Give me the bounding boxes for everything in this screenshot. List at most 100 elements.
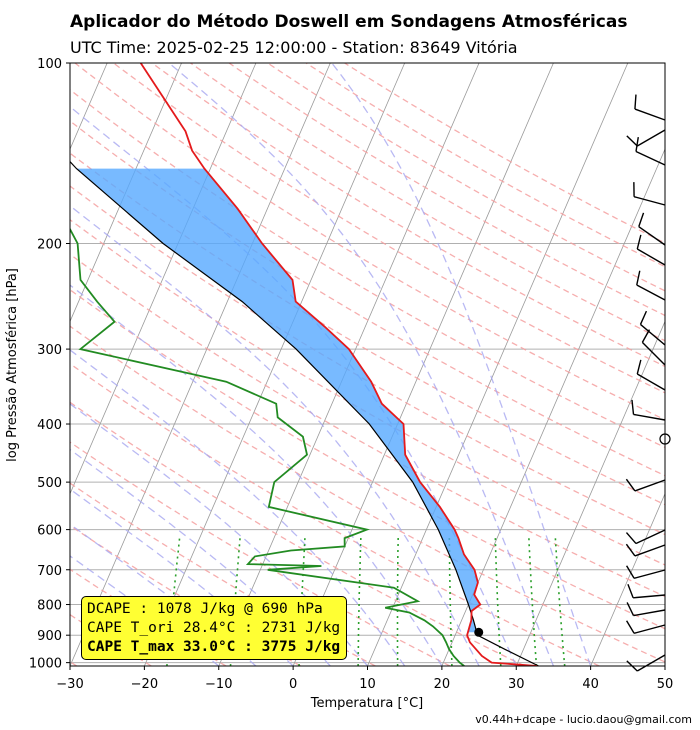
wind-barb-flag [636,234,642,250]
wind-barb [633,182,666,206]
wind-barb-flag [635,136,639,152]
dry-adiabat-line [70,482,376,666]
isotherm-line [70,63,331,666]
y-tick-label: 1000 [29,657,62,672]
wind-barb-shaft [633,196,666,206]
y-axis-label: log Pressão Atmosférica [hPa] [5,268,20,462]
wind-barb-flag [641,329,651,343]
wind-barb-shaft [636,248,666,266]
y-tick-label: 600 [37,524,62,539]
x-tick-label: −10 [205,677,232,692]
mixing-ratio-line [448,535,453,666]
wind-barb-shaft [633,413,666,421]
x-tick-label: 40 [582,677,599,692]
y-tick-label: 900 [37,629,62,644]
dcape-line: DCAPE : 1078 J/kg @ 690 hPa [87,601,323,617]
isotherm-line [590,492,665,666]
wind-barb-flag [634,94,637,110]
chart-subtitle: UTC Time: 2025-02-25 12:00:00 - Station:… [70,38,518,57]
isotherm-line [515,320,665,666]
x-tick-label: 0 [289,677,297,692]
wind-barb [631,399,666,421]
wind-barb-flag [626,565,635,579]
x-axis-label: Temperatura [°C] [310,696,423,711]
x-tick-label: −20 [131,677,158,692]
cape-info-box: DCAPE : 1078 J/kg @ 690 hPa CAPE T_ori 2… [81,596,347,660]
wind-barb [626,565,666,579]
moist-adiabat-line [330,63,592,666]
wind-barb-shaft [636,373,666,391]
dry-adiabat-line [74,63,665,421]
wind-barb-flag [633,182,635,197]
mixing-ratio-line [357,535,362,666]
wind-barb-flag [638,212,645,227]
dry-adiabat-line [70,325,665,663]
wind-barb-shaft [636,284,666,301]
moist-adiabat-line [70,349,406,666]
wind-barb [639,310,666,346]
wind-barb-flag [625,532,637,544]
dry-adiabat-line [70,185,665,536]
mixing-ratio-line [554,535,566,666]
dry-adiabat-line [70,120,665,477]
wind-barb [638,212,666,246]
moist-adiabat-line [70,488,294,666]
wind-barb-shaft [634,108,666,121]
dry-adiabat-line [70,441,451,666]
moist-adiabat-line [70,105,517,666]
wind-barb [625,478,666,492]
wind-barb [636,270,666,301]
moist-adiabat-line [167,63,555,666]
isotherm-line [441,148,665,666]
wind-barbs [625,94,671,672]
chart-title: Aplicador do Método Doswell em Sondagens… [70,12,628,32]
dry-adiabat-line [151,63,665,368]
mixing-ratio-line [396,535,399,666]
wind-barb [626,129,666,147]
y-tick-label: 400 [37,418,62,433]
dry-adiabat-line [70,218,665,566]
wind-barb [641,329,666,366]
y-tick-label: 500 [37,476,62,491]
wind-barb-flag [626,620,635,634]
wind-barb-flag [631,399,635,415]
wind-barb-shaft [633,594,666,599]
wind-barb [626,654,666,672]
wind-barb [627,583,666,599]
y-tick-label: 200 [37,238,62,253]
isotherm-line [664,664,665,666]
wind-barb-shaft [635,150,666,166]
x-tick-label: 30 [508,677,525,692]
wind-barb-shaft [638,226,666,246]
wind-barb-shaft [636,129,666,147]
wind-barb-flag [625,478,636,492]
x-tick-label: 50 [657,677,674,692]
x-tick-label: 10 [359,677,376,692]
temperature-line [139,63,538,666]
wind-barb-flag [627,583,634,599]
lcl-marker [474,627,484,637]
wind-barb-shaft [633,569,666,579]
wind-barb [636,359,666,391]
wind-barb-shaft [636,654,666,672]
wind-barb-shaft [634,544,666,557]
wind-barb [635,136,666,166]
wind-barb [626,602,666,617]
wind-barb-shaft [635,529,666,545]
wind-barb-flag [636,359,642,375]
dewpoint-line [70,227,465,666]
wind-barb [625,529,666,545]
wind-barb-shaft [633,624,666,634]
parcel-path-line [70,160,539,666]
wind-barb-flag [625,543,636,557]
wind-barb [636,234,666,266]
version-footer: v0.44h+dcape - lucio.daou@gmail.com [475,713,692,726]
dry-adiabat-line [70,88,665,449]
isotherm-line [367,63,629,666]
wind-barb-flag [626,660,638,672]
wind-barb [634,94,666,121]
y-tick-label: 300 [37,343,62,358]
wind-barb-shaft [640,323,666,346]
isotherm-line [70,63,182,323]
